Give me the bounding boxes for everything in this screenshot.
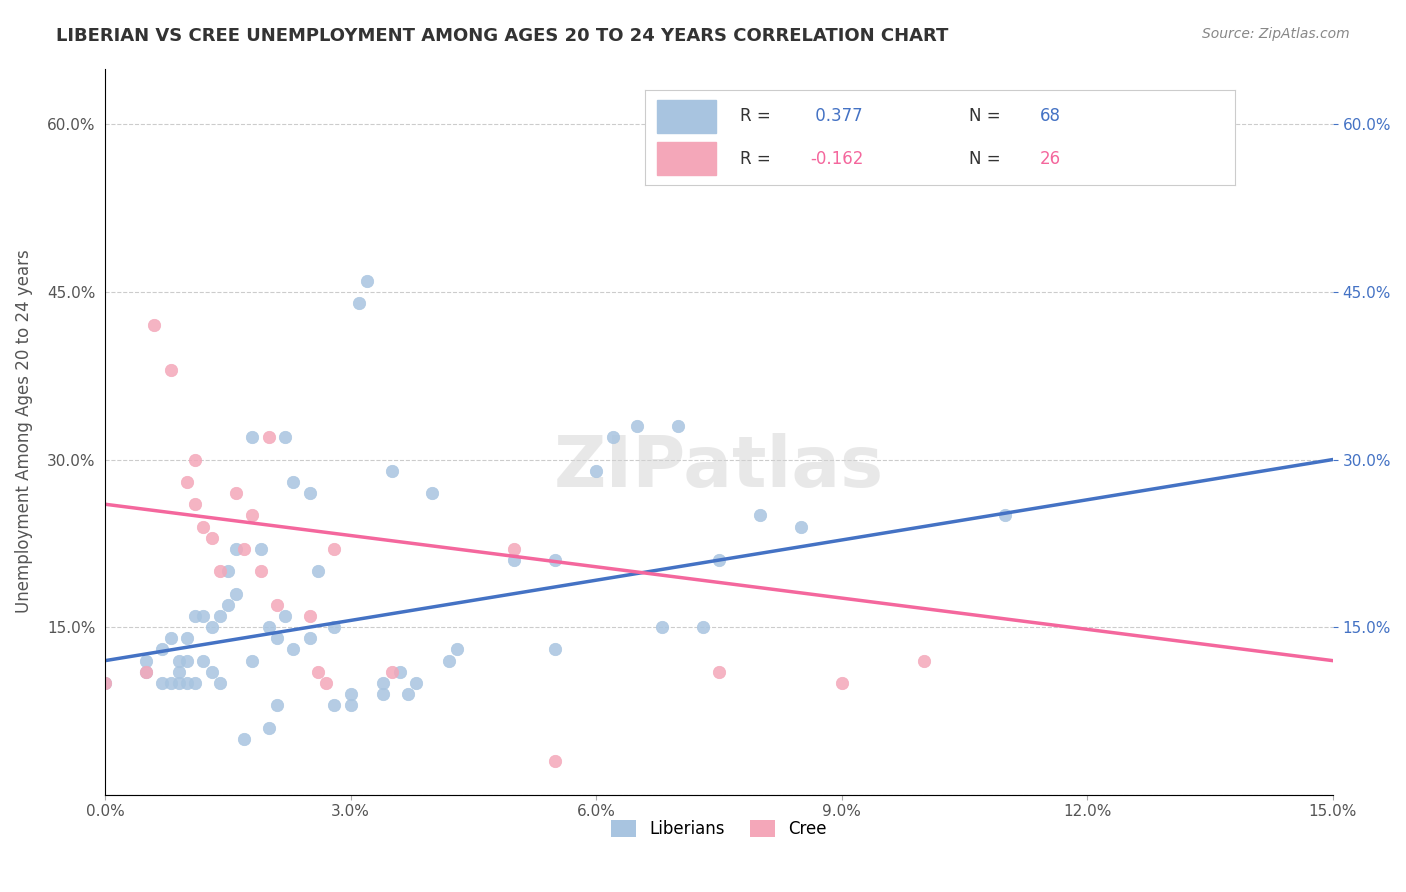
Point [626,419,648,434]
Point [544,553,567,567]
Point [266,698,288,713]
Point [356,274,378,288]
Text: Source: ZipAtlas.com: Source: ZipAtlas.com [1202,27,1350,41]
Point [225,586,247,600]
Point [707,665,730,679]
Point [152,676,174,690]
Point [200,665,222,679]
Point [208,676,231,690]
Point [298,632,321,646]
Text: LIBERIAN VS CREE UNEMPLOYMENT AMONG AGES 20 TO 24 YEARS CORRELATION CHART: LIBERIAN VS CREE UNEMPLOYMENT AMONG AGES… [56,27,949,45]
Point [135,665,157,679]
Point [176,475,198,489]
Point [257,430,280,444]
Point [396,687,419,701]
Point [193,519,215,533]
Point [585,464,607,478]
Point [388,665,411,679]
Point [437,654,460,668]
Point [274,609,297,624]
Point [790,519,813,533]
Point [307,564,329,578]
Point [135,654,157,668]
Point [298,486,321,500]
Point [217,564,239,578]
Point [225,486,247,500]
Point [666,419,689,434]
Point [422,486,444,500]
Point [405,676,427,690]
Point [912,654,935,668]
Point [994,508,1017,523]
Point [380,665,402,679]
Point [266,632,288,646]
Point [176,676,198,690]
Point [143,318,166,333]
Point [225,541,247,556]
Point [283,642,305,657]
Point [208,564,231,578]
Point [249,564,271,578]
Point [544,642,567,657]
Point [446,642,468,657]
Y-axis label: Unemployment Among Ages 20 to 24 years: Unemployment Among Ages 20 to 24 years [15,250,32,614]
Point [373,687,395,701]
Text: ZIPatlas: ZIPatlas [554,434,884,502]
Point [242,654,264,668]
Point [602,430,624,444]
Point [266,598,288,612]
Point [159,363,181,377]
Point [184,497,207,511]
Legend: Liberians, Cree: Liberians, Cree [605,813,834,845]
Point [184,452,207,467]
Point [167,676,190,690]
Point [176,654,198,668]
Point [193,609,215,624]
Point [544,754,567,768]
Point [176,632,198,646]
Point [373,676,395,690]
Point [167,665,190,679]
Point [831,676,853,690]
Point [200,620,222,634]
Point [257,721,280,735]
Point [193,654,215,668]
Point [315,676,337,690]
Point [274,430,297,444]
Point [339,698,361,713]
Point [323,620,346,634]
Point [208,609,231,624]
Point [184,676,207,690]
Point [135,665,157,679]
Point [380,464,402,478]
Point [184,609,207,624]
Point [748,508,770,523]
Point [307,665,329,679]
Point [167,654,190,668]
Point [257,620,280,634]
Point [347,296,370,310]
Point [503,541,526,556]
Point [233,541,256,556]
Point [242,430,264,444]
Point [233,731,256,746]
Point [503,553,526,567]
Point [249,541,271,556]
Point [94,676,117,690]
Point [339,687,361,701]
Point [323,698,346,713]
Point [159,632,181,646]
Point [692,620,714,634]
Point [217,598,239,612]
Point [94,676,117,690]
Point [298,609,321,624]
Point [200,531,222,545]
Point [242,508,264,523]
Point [651,620,673,634]
Point [159,676,181,690]
Point [707,553,730,567]
Point [152,642,174,657]
Point [283,475,305,489]
Point [323,541,346,556]
